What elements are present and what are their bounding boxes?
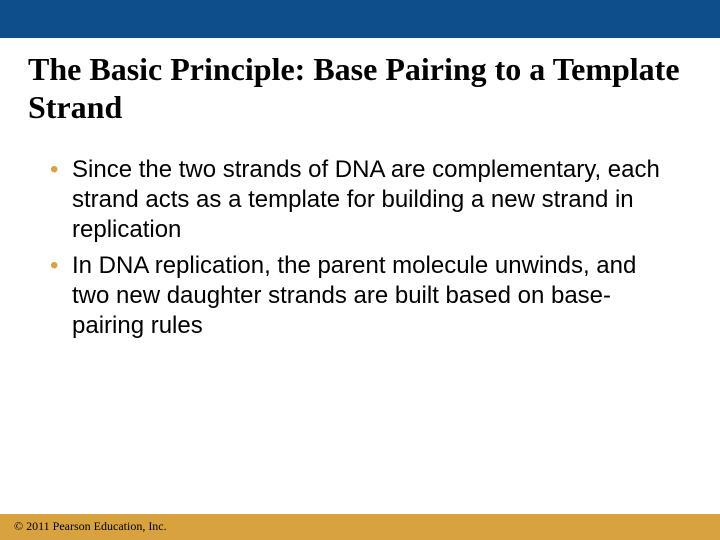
bullet-list: Since the two strands of DNA are complem…	[0, 127, 720, 341]
slide-title: The Basic Principle: Base Pairing to a T…	[0, 38, 720, 127]
copyright-text: © 2011 Pearson Education, Inc.	[14, 519, 167, 534]
bullet-item: Since the two strands of DNA are complem…	[72, 155, 680, 245]
header-bar	[0, 0, 720, 38]
bullet-item: In DNA replication, the parent molecule …	[72, 251, 680, 341]
